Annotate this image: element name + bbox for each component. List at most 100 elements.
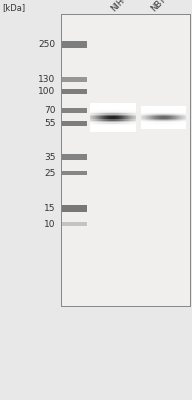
Bar <box>134 119 135 120</box>
Bar <box>126 124 127 125</box>
Bar <box>93 125 94 126</box>
Bar <box>91 110 92 112</box>
Bar <box>120 120 121 122</box>
Bar <box>127 125 128 126</box>
Bar <box>132 113 133 115</box>
Bar <box>131 131 132 132</box>
Bar <box>153 111 154 112</box>
Bar <box>91 115 92 116</box>
Bar <box>95 109 96 110</box>
Bar <box>99 110 100 112</box>
Bar <box>175 111 176 112</box>
Bar <box>123 113 124 115</box>
Bar <box>126 126 127 128</box>
Bar <box>111 116 112 118</box>
Bar <box>91 113 92 115</box>
Bar <box>121 128 122 129</box>
Bar <box>112 116 113 118</box>
Bar <box>148 115 149 116</box>
Bar <box>90 113 91 115</box>
Bar <box>105 131 106 132</box>
Bar <box>91 118 92 119</box>
Bar <box>119 116 120 118</box>
Bar <box>98 103 99 104</box>
Bar <box>175 110 176 111</box>
Bar <box>152 118 153 119</box>
Bar <box>160 128 161 129</box>
Bar <box>128 113 129 115</box>
Bar <box>130 108 131 109</box>
Bar <box>120 122 121 124</box>
Bar <box>112 110 113 112</box>
Bar <box>98 115 99 116</box>
Bar <box>97 115 98 116</box>
Bar <box>119 110 120 112</box>
Bar <box>120 106 121 108</box>
Bar <box>96 119 97 120</box>
Bar <box>106 125 107 126</box>
Bar <box>130 103 131 104</box>
Bar <box>163 116 164 118</box>
Bar <box>163 106 164 107</box>
Bar <box>157 106 158 107</box>
Bar <box>165 116 166 118</box>
Bar <box>101 112 102 113</box>
Bar <box>148 127 149 128</box>
Bar <box>152 120 153 121</box>
Bar <box>146 108 147 110</box>
Bar <box>130 112 131 113</box>
Bar <box>118 118 119 119</box>
Bar <box>133 125 134 126</box>
Bar <box>95 128 96 129</box>
Bar <box>164 124 165 125</box>
Bar <box>97 106 98 108</box>
Bar <box>117 124 118 125</box>
Bar <box>98 122 99 124</box>
Bar <box>115 118 116 119</box>
Bar <box>158 118 159 119</box>
Bar <box>128 115 129 116</box>
Bar <box>181 118 182 119</box>
Bar <box>165 120 166 121</box>
Bar <box>124 104 125 106</box>
Bar <box>133 120 134 122</box>
Bar <box>129 125 130 126</box>
Bar <box>96 120 97 122</box>
Bar <box>121 112 122 113</box>
Bar <box>170 108 171 110</box>
Bar <box>97 108 98 109</box>
Bar <box>171 107 172 108</box>
Bar <box>94 108 95 109</box>
Bar <box>151 120 152 121</box>
Bar <box>105 122 106 124</box>
Bar <box>122 109 123 110</box>
Bar <box>173 112 174 113</box>
Bar <box>98 106 99 108</box>
Bar <box>114 122 115 124</box>
Bar <box>102 110 103 112</box>
Bar <box>171 113 172 114</box>
Bar <box>148 111 149 112</box>
Bar <box>144 106 145 107</box>
Bar <box>124 113 125 115</box>
Bar <box>150 128 151 129</box>
Bar <box>170 114 171 115</box>
Bar <box>133 106 134 108</box>
Bar <box>164 121 165 122</box>
Bar <box>122 119 123 120</box>
Bar <box>184 120 185 121</box>
Bar <box>165 126 166 127</box>
Bar <box>181 107 182 108</box>
Bar <box>175 114 176 115</box>
Bar <box>149 121 150 122</box>
Bar <box>145 115 146 116</box>
Bar <box>168 113 169 114</box>
Bar <box>169 128 170 129</box>
Bar <box>129 122 130 124</box>
Bar <box>171 128 172 129</box>
Bar <box>127 109 128 110</box>
Bar <box>102 128 103 129</box>
Bar <box>181 128 182 129</box>
Bar <box>127 108 128 109</box>
Bar <box>145 112 146 113</box>
